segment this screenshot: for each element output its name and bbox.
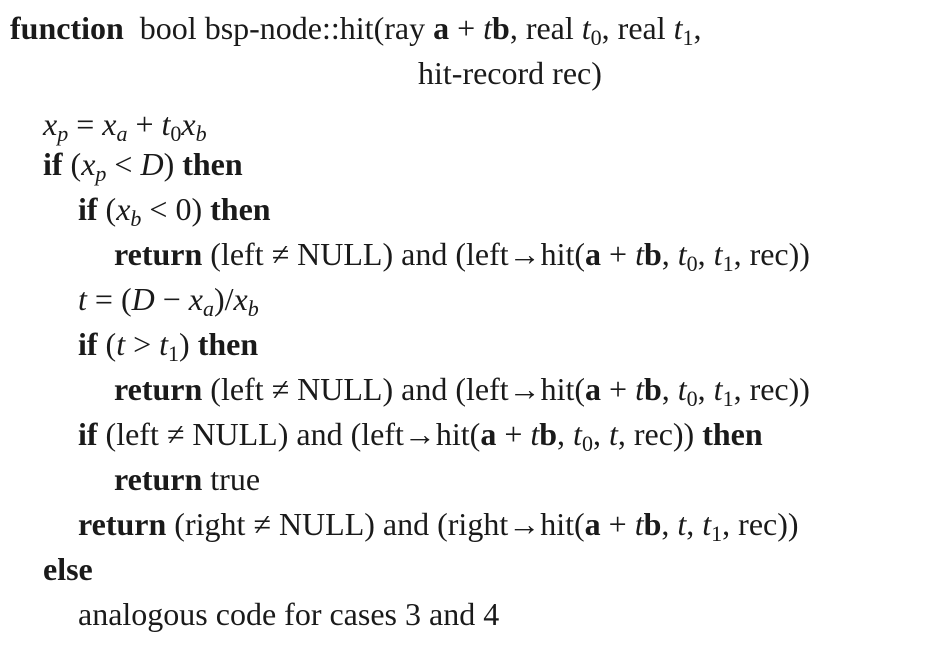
function-keyword: function bbox=[10, 10, 124, 46]
left-term: left bbox=[220, 236, 264, 272]
rec-term: rec bbox=[749, 371, 789, 407]
hit-term: hit bbox=[540, 506, 574, 542]
if-t-gt-t1: if (t > t1) then bbox=[78, 326, 259, 366]
if-keyword: if bbox=[78, 416, 98, 452]
return-true: return true bbox=[114, 459, 260, 499]
return-left-hit-2: return (left ≠ NULL) and (left→hit(a + t… bbox=[114, 371, 810, 411]
and-keyword: and bbox=[401, 371, 448, 407]
and-keyword: and bbox=[296, 416, 343, 452]
analogous-comment: analogous code for cases 3 and 4 bbox=[78, 596, 500, 632]
then-keyword: then bbox=[702, 416, 763, 452]
left-term: left bbox=[465, 371, 509, 407]
and-keyword: and bbox=[382, 506, 430, 542]
null-term: NULL bbox=[278, 506, 365, 542]
if-xp-lt-d: if (xp < D) then bbox=[43, 146, 243, 186]
left-term: left bbox=[361, 416, 404, 452]
rec-term: rec bbox=[633, 416, 673, 452]
then-keyword: then bbox=[197, 326, 259, 362]
return-keyword: return bbox=[114, 461, 203, 497]
return-right-hit: return (right ≠ NULL) and (right→hit(a +… bbox=[78, 506, 799, 546]
return-type: bool bbox=[139, 10, 197, 46]
and-keyword: and bbox=[401, 236, 448, 272]
rec-term: rec bbox=[738, 506, 778, 542]
right-term: right bbox=[184, 506, 246, 542]
if-keyword: if bbox=[43, 146, 63, 182]
signature-line: function bool bsp-node::hit(ray a + tb, … bbox=[10, 10, 702, 50]
signature-line-2: hit-record rec) bbox=[418, 55, 602, 91]
rec-term: rec bbox=[749, 236, 789, 272]
hit-term: hit bbox=[540, 236, 575, 272]
return-keyword: return bbox=[114, 371, 203, 407]
then-keyword: then bbox=[210, 191, 271, 227]
null-term: NULL bbox=[192, 416, 278, 452]
hit-term: hit bbox=[435, 416, 470, 452]
if-keyword: if bbox=[78, 326, 98, 362]
left-term: left bbox=[465, 236, 509, 272]
assign-t: t = (D − xa)/xb bbox=[78, 281, 259, 321]
hit-term: hit bbox=[540, 371, 575, 407]
return-left-hit-1: return (left ≠ NULL) and (left→hit(a + t… bbox=[114, 236, 810, 276]
else-keyword: else bbox=[43, 551, 93, 587]
null-term: NULL bbox=[297, 236, 383, 272]
real-label-1: real bbox=[525, 10, 574, 46]
return-keyword: return bbox=[78, 506, 167, 542]
ray-label: ray bbox=[384, 10, 426, 46]
null-term: NULL bbox=[297, 371, 383, 407]
left-term: left bbox=[220, 371, 264, 407]
if-xb-lt-0: if (xb < 0) then bbox=[78, 191, 271, 231]
then-keyword: then bbox=[182, 146, 243, 182]
return-keyword: return bbox=[114, 236, 203, 272]
right-term: right bbox=[447, 506, 509, 542]
assign-xp: xp = xa + t0xb bbox=[43, 106, 207, 146]
function-name: bsp-node::hit bbox=[204, 10, 374, 46]
if-left-hit: if (left ≠ NULL) and (left→hit(a + tb, t… bbox=[78, 416, 763, 456]
true-term: true bbox=[210, 461, 261, 497]
if-keyword: if bbox=[78, 191, 98, 227]
left-term: left bbox=[116, 416, 159, 452]
real-label-2: real bbox=[617, 10, 666, 46]
